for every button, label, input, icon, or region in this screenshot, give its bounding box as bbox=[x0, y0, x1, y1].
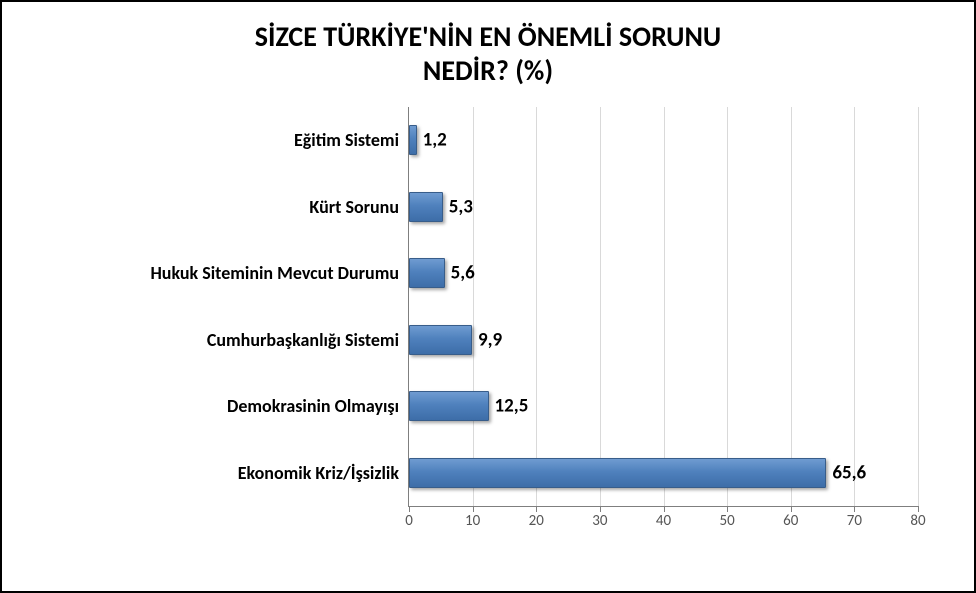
plot-area: 01020304050607080Eğitim Sistemi1,2Kürt S… bbox=[408, 107, 918, 507]
gridline bbox=[473, 107, 474, 506]
chart-container: SİZCE TÜRKİYE'NİN EN ÖNEMLİ SORUNU NEDİR… bbox=[0, 0, 976, 593]
category-label: Ekonomik Kriz/İşsizlik bbox=[238, 462, 399, 484]
chart-title: SİZCE TÜRKİYE'NİN EN ÖNEMLİ SORUNU NEDİR… bbox=[2, 2, 974, 97]
bar-row: Hukuk Siteminin Mevcut Durumu5,6 bbox=[409, 258, 918, 288]
gridline bbox=[600, 107, 601, 506]
gridline bbox=[536, 107, 537, 506]
bar-row: Eğitim Sistemi1,2 bbox=[409, 125, 918, 155]
bar bbox=[409, 391, 489, 421]
plot-wrap: 01020304050607080Eğitim Sistemi1,2Kürt S… bbox=[28, 97, 948, 567]
category-label: Kürt Sorunu bbox=[309, 196, 399, 218]
gridline bbox=[727, 107, 728, 506]
bar bbox=[409, 258, 445, 288]
category-label: Demokrasinin Olmayışı bbox=[227, 395, 399, 417]
x-tick-label: 70 bbox=[847, 506, 862, 530]
x-tick-label: 10 bbox=[465, 506, 480, 530]
data-label: 9,9 bbox=[478, 328, 502, 351]
bar-row: Ekonomik Kriz/İşsizlik65,6 bbox=[409, 458, 918, 488]
data-label: 5,3 bbox=[449, 195, 473, 218]
chart-title-line-2: NEDİR? (%) bbox=[2, 54, 974, 88]
gridline bbox=[854, 107, 855, 506]
bar bbox=[409, 458, 826, 488]
bar bbox=[409, 192, 443, 222]
x-tick-label: 40 bbox=[656, 506, 671, 530]
data-label: 12,5 bbox=[495, 395, 529, 418]
gridline bbox=[664, 107, 665, 506]
x-tick-label: 20 bbox=[529, 506, 544, 530]
data-label: 65,6 bbox=[832, 461, 866, 484]
x-tick-label: 0 bbox=[405, 506, 413, 530]
x-tick-label: 80 bbox=[910, 506, 925, 530]
bar bbox=[409, 125, 417, 155]
category-label: Cumhurbaşkanlığı Sistemi bbox=[207, 329, 399, 351]
bar-row: Demokrasinin Olmayışı12,5 bbox=[409, 391, 918, 421]
bar-row: Cumhurbaşkanlığı Sistemi9,9 bbox=[409, 325, 918, 355]
bar-row: Kürt Sorunu5,3 bbox=[409, 192, 918, 222]
x-tick-label: 60 bbox=[783, 506, 798, 530]
data-label: 1,2 bbox=[423, 129, 447, 152]
bar bbox=[409, 325, 472, 355]
x-tick-label: 50 bbox=[720, 506, 735, 530]
chart-title-line-1: SİZCE TÜRKİYE'NİN EN ÖNEMLİ SORUNU bbox=[2, 20, 974, 54]
category-label: Hukuk Siteminin Mevcut Durumu bbox=[150, 262, 399, 284]
gridline bbox=[791, 107, 792, 506]
gridline bbox=[918, 107, 919, 506]
data-label: 5,6 bbox=[451, 262, 475, 285]
x-tick-label: 30 bbox=[592, 506, 607, 530]
category-label: Eğitim Sistemi bbox=[294, 129, 399, 151]
